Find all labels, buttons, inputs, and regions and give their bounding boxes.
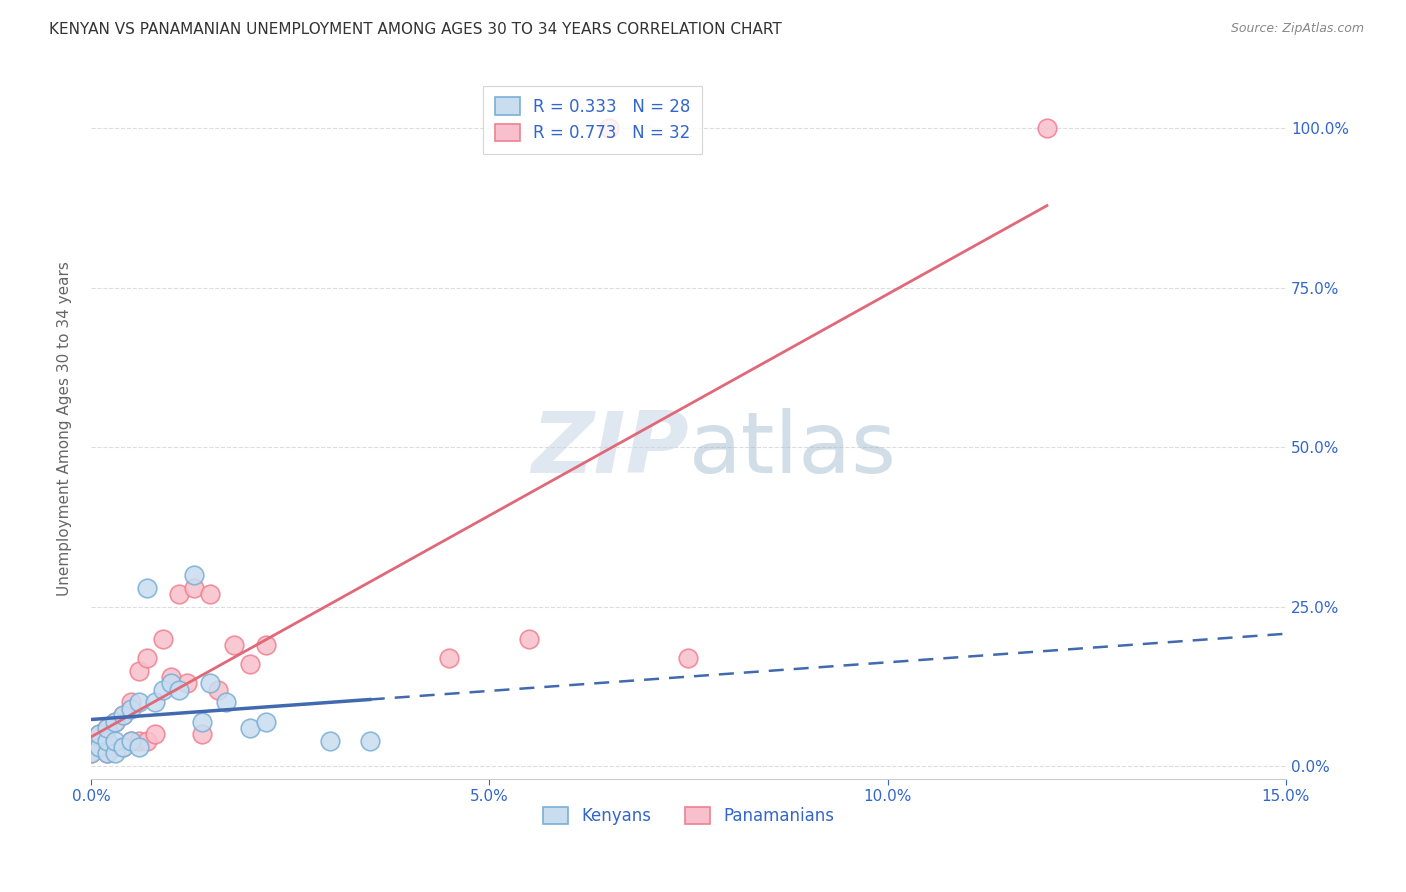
Point [143,727,166,741]
Point [239,657,262,672]
Point [678,650,700,665]
Point [120,733,142,747]
Point [167,682,190,697]
Y-axis label: Unemployment Among Ages 30 to 34 years: Unemployment Among Ages 30 to 34 years [58,260,72,596]
Point [87,739,110,754]
Legend: Kenyans, Panamanians: Kenyans, Panamanians [534,799,842,834]
Point [87,727,110,741]
Point [111,708,134,723]
Point [215,695,238,709]
Text: atlas: atlas [689,408,897,491]
Point [176,676,198,690]
Point [359,733,381,747]
Point [152,682,174,697]
Point [120,733,142,747]
Point [128,695,150,709]
Point [104,739,127,754]
Point [111,739,134,754]
Point [104,747,127,761]
Point [80,747,103,761]
Point [87,739,110,754]
Point [200,587,222,601]
Point [159,676,181,690]
Point [183,567,205,582]
Point [128,664,150,678]
Point [135,733,157,747]
Point [120,702,142,716]
Point [1036,121,1059,136]
Point [96,721,118,735]
Point [254,638,277,652]
Point [191,727,214,741]
Point [111,739,134,754]
Text: Source: ZipAtlas.com: Source: ZipAtlas.com [1230,22,1364,36]
Point [152,632,174,646]
Point [96,747,118,761]
Point [104,733,127,747]
Point [143,695,166,709]
Point [183,581,205,595]
Point [135,581,157,595]
Point [439,650,461,665]
Point [239,721,262,735]
Text: ZIP: ZIP [531,408,689,491]
Point [104,714,127,729]
Point [159,670,181,684]
Point [96,733,118,747]
Point [135,650,157,665]
Point [319,733,342,747]
Point [224,638,246,652]
Point [167,587,190,601]
Point [96,747,118,761]
Point [200,676,222,690]
Point [191,714,214,729]
Point [207,682,229,697]
Point [598,121,620,136]
Point [96,721,118,735]
Point [80,747,103,761]
Point [87,727,110,741]
Point [254,714,277,729]
Point [128,733,150,747]
Point [120,695,142,709]
Point [104,714,127,729]
Text: KENYAN VS PANAMANIAN UNEMPLOYMENT AMONG AGES 30 TO 34 YEARS CORRELATION CHART: KENYAN VS PANAMANIAN UNEMPLOYMENT AMONG … [49,22,782,37]
Point [517,632,540,646]
Point [111,708,134,723]
Point [128,739,150,754]
